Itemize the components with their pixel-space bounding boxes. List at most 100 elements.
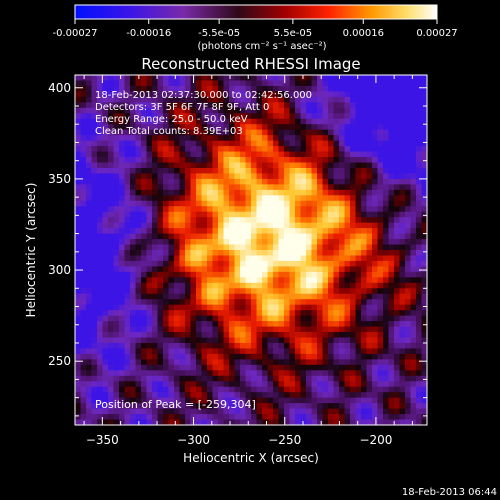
heatmap-cell (141, 282, 148, 289)
heatmap-cell (262, 206, 269, 213)
heatmap-cell (262, 342, 269, 350)
heatmap-cell (328, 91, 335, 98)
heatmap-cell (108, 364, 115, 371)
heatmap-cell (410, 403, 417, 410)
heatmap-cell (97, 91, 104, 98)
heatmap-cell (344, 129, 351, 136)
heatmap-cell (267, 260, 274, 268)
heatmap-cell (278, 146, 285, 153)
heatmap-cell (405, 293, 412, 300)
heatmap-cell (86, 271, 93, 278)
heatmap-cell (306, 282, 313, 289)
heatmap-cell (273, 206, 280, 213)
heatmap-cell (311, 260, 318, 268)
heatmap-cell (361, 75, 368, 82)
heatmap-cell (102, 162, 109, 169)
heatmap-cell (350, 337, 357, 344)
heatmap-cell (130, 310, 137, 317)
heatmap-cell (124, 403, 131, 410)
heatmap-cell (135, 408, 142, 415)
heatmap-cell (80, 293, 87, 300)
heatmap-cell (97, 342, 104, 350)
heatmap-cell (201, 244, 208, 251)
heatmap-cell (179, 239, 186, 246)
heatmap-cell (146, 271, 153, 278)
heatmap-cell (240, 118, 247, 125)
heatmap-cell (394, 107, 401, 114)
heatmap-cell (146, 342, 153, 350)
heatmap-cell (416, 113, 423, 120)
heatmap-cell (262, 239, 269, 246)
heatmap-cell (262, 397, 269, 404)
heatmap-cell (421, 332, 427, 339)
heatmap-cell (399, 135, 406, 142)
heatmap-cell (377, 397, 384, 404)
heatmap-cell (284, 332, 291, 339)
heatmap-cell (80, 113, 87, 120)
heatmap-cell (229, 91, 236, 98)
heatmap-cell (317, 348, 324, 355)
heatmap-cell (223, 80, 230, 87)
heatmap-cell (223, 277, 230, 284)
heatmap-cell (394, 129, 401, 136)
heatmap-cell (179, 332, 186, 339)
heatmap-cell (361, 173, 368, 180)
heatmap-cell (289, 140, 296, 147)
heatmap-cell (300, 315, 307, 322)
heatmap-cell (322, 195, 329, 202)
heatmap-cell (119, 222, 126, 229)
heatmap-cell (91, 124, 98, 131)
heatmap-cell (339, 342, 346, 350)
heatmap-cell (383, 211, 390, 218)
heatmap-cell (108, 397, 115, 404)
heatmap-cell (394, 135, 401, 142)
heatmap-cell (97, 359, 104, 366)
heatmap-cell (190, 348, 197, 355)
heatmap-cell (405, 315, 412, 322)
heatmap-cell (251, 397, 258, 404)
heatmap-cell (278, 85, 285, 93)
heatmap-cell (256, 129, 263, 136)
heatmap-cell (361, 140, 368, 147)
heatmap-cell (163, 304, 170, 311)
heatmap-cell (163, 162, 170, 169)
heatmap-cell (416, 342, 423, 350)
heatmap-cell (240, 151, 247, 158)
heatmap-cell (179, 129, 186, 136)
heatmap-cell (394, 239, 401, 246)
heatmap-cell (410, 157, 417, 164)
heatmap-cell (119, 151, 126, 158)
heatmap-cell (168, 75, 175, 82)
heatmap-cell (273, 162, 280, 169)
heatmap-cell (405, 129, 412, 136)
heatmap-cell (311, 271, 318, 278)
heatmap-cell (212, 359, 219, 366)
heatmap-cell (174, 129, 181, 136)
heatmap-cell (295, 167, 302, 175)
heatmap-cell (328, 364, 335, 371)
heatmap-cell (86, 326, 93, 333)
heatmap-cell (262, 310, 269, 317)
heatmap-cell (185, 392, 192, 399)
heatmap-cell (333, 146, 340, 153)
heatmap-cell (251, 359, 258, 366)
heatmap-cell (163, 75, 170, 82)
heatmap-cell (339, 419, 346, 425)
heatmap-cell (355, 211, 362, 218)
heatmap-cell (405, 419, 412, 425)
heatmap-cell (273, 299, 280, 306)
heatmap-cell (251, 135, 258, 142)
heatmap-cell (322, 80, 329, 87)
heatmap-cell (212, 80, 219, 87)
heatmap-cell (168, 337, 175, 344)
heatmap-cell (256, 310, 263, 317)
heatmap-cell (168, 332, 175, 339)
heatmap-cell (284, 80, 291, 87)
heatmap-cell (328, 129, 335, 136)
heatmap-cell (410, 342, 417, 350)
heatmap-cell (284, 386, 291, 393)
heatmap-cell (366, 260, 373, 268)
heatmap-cell (113, 157, 120, 164)
heatmap-cell (141, 173, 148, 180)
heatmap-cell (273, 167, 280, 175)
